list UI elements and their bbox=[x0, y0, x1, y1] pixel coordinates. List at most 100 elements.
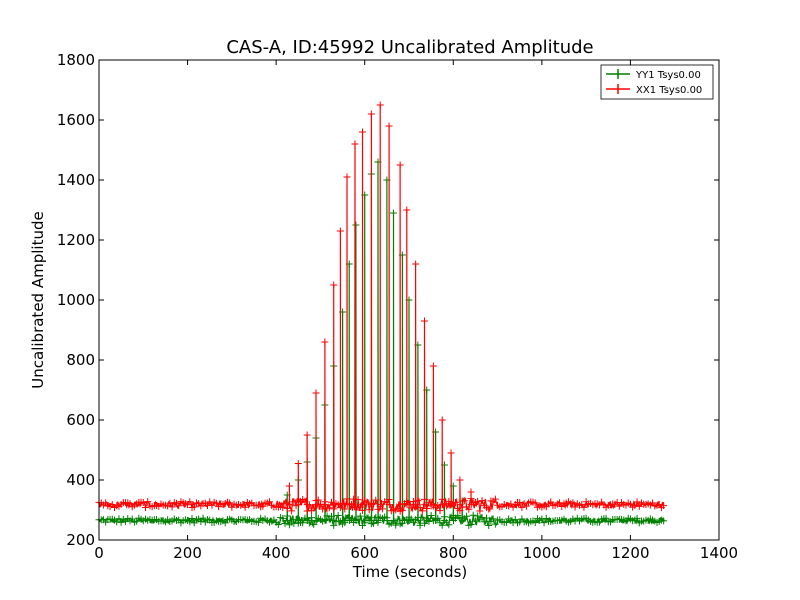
series-marker-1 bbox=[352, 504, 360, 512]
series-marker-1 bbox=[190, 503, 198, 511]
series-marker-0 bbox=[531, 519, 539, 527]
y-tick-label: 1400 bbox=[57, 171, 95, 189]
series-marker-1 bbox=[398, 506, 406, 514]
y-tick-label: 1000 bbox=[57, 291, 95, 309]
series-marker-1 bbox=[281, 499, 289, 507]
series-marker-0 bbox=[321, 517, 329, 524]
series-marker-0 bbox=[540, 519, 548, 527]
series-marker-0 bbox=[414, 517, 422, 524]
series-marker-1 bbox=[376, 501, 384, 509]
series-marker-0 bbox=[334, 511, 342, 519]
series-marker-0 bbox=[352, 221, 360, 229]
series-marker-1 bbox=[633, 498, 641, 506]
series-marker-1 bbox=[279, 504, 287, 512]
series-marker-0 bbox=[467, 521, 475, 529]
series-marker-0 bbox=[283, 517, 291, 524]
series-marker-1 bbox=[294, 460, 302, 467]
series-marker-1 bbox=[325, 504, 333, 512]
series-marker-0 bbox=[434, 514, 442, 522]
legend-entry-yy1: YY1 Tsys0.00 bbox=[606, 69, 701, 81]
series-marker-1 bbox=[460, 497, 468, 505]
series-marker-1 bbox=[429, 362, 437, 370]
series-marker-1 bbox=[321, 338, 329, 346]
series-marker-1 bbox=[226, 499, 234, 507]
series-marker-0 bbox=[370, 519, 378, 527]
series-marker-1 bbox=[412, 260, 420, 268]
y-tick-label: 800 bbox=[66, 351, 95, 369]
x-tick-label: 1200 bbox=[611, 544, 649, 562]
series-marker-1 bbox=[359, 501, 367, 509]
series-marker-0 bbox=[394, 515, 402, 523]
legend: YY1 Tsys0.00 XX1 Tsys0.00 bbox=[600, 64, 714, 100]
series-marker-0 bbox=[274, 520, 282, 528]
legend-entry-xx1: XX1 Tsys0.00 bbox=[606, 84, 702, 96]
series-marker-0 bbox=[469, 511, 477, 519]
series-marker-1 bbox=[396, 501, 404, 509]
series-marker-1 bbox=[321, 501, 329, 509]
series-marker-1 bbox=[412, 501, 420, 509]
legend-frame bbox=[600, 64, 714, 100]
series-marker-1 bbox=[478, 497, 486, 505]
series-marker-1 bbox=[186, 498, 194, 506]
y-tick-label: 1800 bbox=[57, 51, 95, 69]
series-marker-1 bbox=[447, 449, 455, 457]
series-marker-0 bbox=[483, 514, 490, 522]
series-marker-1 bbox=[414, 497, 422, 505]
series-marker-1 bbox=[434, 501, 442, 509]
series-marker-0 bbox=[445, 521, 453, 529]
x-tick-label: 600 bbox=[350, 544, 379, 562]
plot-area: 0 200 400 600 800 1000 1200 1400200400600800100… bbox=[57, 51, 738, 562]
series-marker-1 bbox=[418, 507, 426, 515]
series-marker-1 bbox=[615, 502, 623, 510]
series-marker-1 bbox=[421, 317, 428, 325]
series-marker-1 bbox=[347, 500, 355, 508]
series-marker-0 bbox=[305, 519, 313, 527]
series-marker-1 bbox=[343, 173, 351, 181]
series-marker-1 bbox=[385, 122, 393, 130]
y-tick-label: 200 bbox=[66, 531, 95, 549]
series-marker-1 bbox=[631, 501, 639, 509]
series-marker-0 bbox=[463, 512, 471, 520]
series-marker-0 bbox=[538, 515, 546, 523]
series-marker-1 bbox=[423, 505, 431, 513]
series-marker-1 bbox=[142, 503, 149, 511]
series-marker-0 bbox=[383, 517, 391, 524]
series-marker-0 bbox=[418, 513, 426, 521]
series-marker-1 bbox=[336, 227, 344, 235]
series-marker-0 bbox=[308, 514, 316, 522]
series-marker-1 bbox=[407, 504, 415, 512]
series-layer bbox=[95, 101, 668, 530]
series-marker-0 bbox=[502, 518, 510, 526]
series-marker-0 bbox=[633, 514, 641, 522]
series-marker-0 bbox=[438, 521, 446, 529]
series-marker-0 bbox=[188, 515, 196, 523]
y-tick-label: 1200 bbox=[57, 231, 95, 249]
series-marker-1 bbox=[330, 281, 338, 289]
series-marker-1 bbox=[467, 488, 475, 496]
series-marker-1 bbox=[569, 499, 577, 507]
series-marker-1 bbox=[175, 502, 183, 510]
series-marker-1 bbox=[241, 503, 249, 511]
series-marker-1 bbox=[485, 505, 493, 513]
series-marker-1 bbox=[403, 206, 411, 214]
series-marker-1 bbox=[303, 431, 311, 439]
x-tick-label: 1000 bbox=[523, 544, 561, 562]
series-marker-1 bbox=[436, 507, 444, 515]
series-marker-1 bbox=[547, 498, 555, 506]
series-marker-0 bbox=[491, 520, 499, 528]
series-marker-0 bbox=[341, 519, 349, 527]
series-marker-1 bbox=[168, 503, 176, 511]
x-tick-label: 200 bbox=[173, 544, 202, 562]
y-tick-label: 600 bbox=[66, 411, 95, 429]
series-marker-1 bbox=[144, 498, 152, 506]
series-marker-1 bbox=[467, 495, 475, 503]
series-marker-1 bbox=[372, 496, 380, 504]
series-marker-1 bbox=[518, 503, 526, 511]
series-marker-1 bbox=[354, 496, 362, 504]
series-marker-0 bbox=[299, 519, 307, 527]
series-marker-1 bbox=[443, 502, 451, 510]
series-marker-1 bbox=[310, 504, 318, 512]
series-marker-0 bbox=[416, 521, 424, 529]
y-tick-label: 400 bbox=[66, 471, 95, 489]
series-marker-0 bbox=[354, 516, 362, 524]
